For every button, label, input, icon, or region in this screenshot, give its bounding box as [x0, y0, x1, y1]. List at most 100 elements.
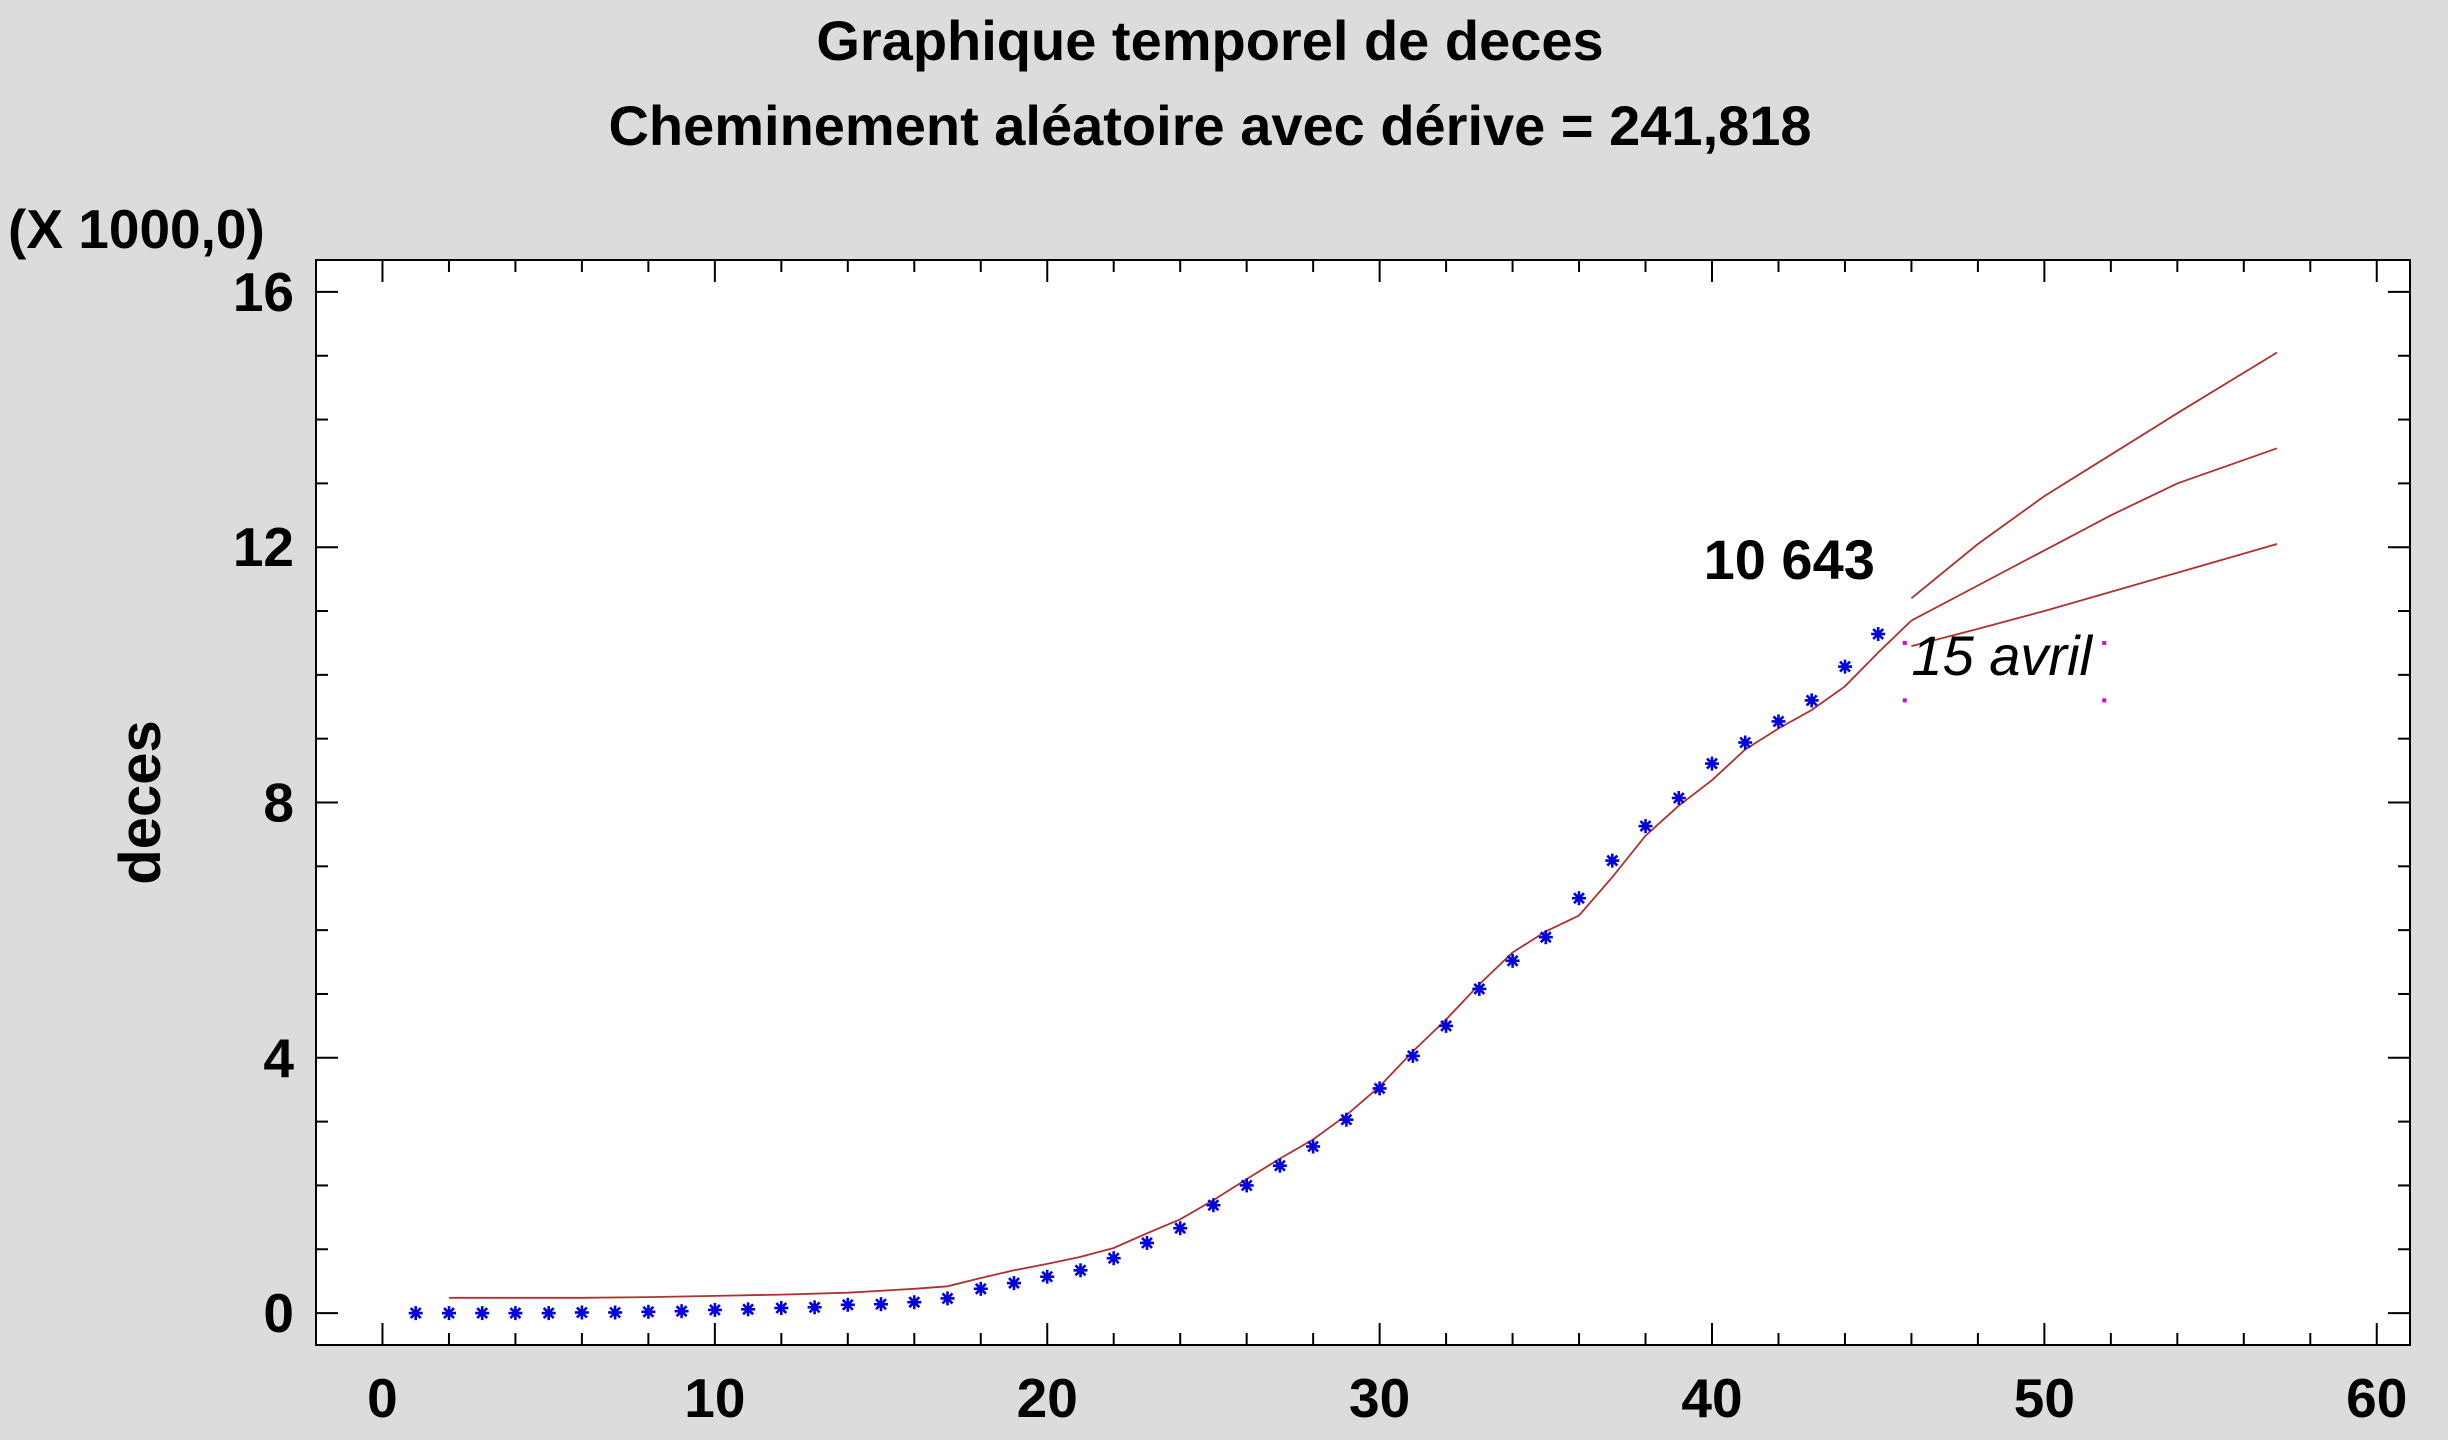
data-point — [1140, 1235, 1154, 1250]
data-point — [608, 1305, 623, 1320]
data-point — [1339, 1112, 1354, 1127]
data-point — [1505, 953, 1520, 968]
data-point — [1007, 1276, 1021, 1291]
x-tick-label: 60 — [2346, 1367, 2407, 1429]
data-point — [840, 1297, 855, 1312]
data-point-stroke — [708, 1303, 721, 1316]
data-point — [1804, 693, 1819, 708]
series-line-upper — [1910, 351, 2278, 599]
series-line-forecast — [1910, 447, 2278, 622]
data-point-stroke — [443, 1307, 455, 1320]
data-point — [973, 1281, 988, 1296]
data-point — [475, 1306, 490, 1321]
data-point — [1239, 1178, 1254, 1193]
data-point-stroke — [808, 1301, 821, 1314]
y-tick-label: 0 — [263, 1282, 294, 1344]
x-tick-label: 20 — [1017, 1367, 1078, 1429]
series-line-lower — [1911, 543, 2278, 647]
annotation-corner-marker — [1902, 640, 1907, 645]
data-point-stroke — [1839, 660, 1851, 673]
data-point — [1040, 1269, 1055, 1284]
data-point-stroke — [841, 1298, 854, 1311]
data-point-stroke — [1639, 820, 1652, 833]
data-point-stroke — [509, 1307, 522, 1320]
data-point — [1306, 1139, 1321, 1154]
data-point — [1705, 756, 1719, 771]
data-point — [641, 1304, 656, 1319]
plot-area — [315, 259, 2411, 1346]
data-point-stroke — [1107, 1252, 1120, 1265]
data-point-stroke — [1573, 892, 1585, 905]
data-point-stroke — [1373, 1082, 1386, 1095]
data-point-stroke — [742, 1303, 755, 1316]
data-point — [1838, 659, 1852, 674]
y-tick-label: 4 — [263, 1027, 294, 1089]
data-point — [1173, 1221, 1188, 1236]
data-point-stroke — [1406, 1049, 1419, 1062]
data-point — [907, 1295, 922, 1310]
data-point-stroke — [1805, 694, 1818, 707]
data-point-stroke — [1539, 931, 1552, 944]
data-point-stroke — [875, 1298, 887, 1311]
data-point-stroke — [974, 1282, 987, 1295]
data-point — [1638, 819, 1653, 834]
x-tick-label: 40 — [1681, 1367, 1742, 1429]
data-point-stroke — [941, 1292, 954, 1305]
data-point-stroke — [409, 1307, 422, 1320]
y-tick-label: 12 — [233, 516, 294, 578]
data-point — [1671, 791, 1686, 805]
y-tick-label: 8 — [263, 772, 294, 834]
data-point-stroke — [1672, 792, 1685, 804]
data-point — [1771, 714, 1786, 729]
data-point-stroke — [1440, 1019, 1453, 1032]
data-point-stroke — [609, 1306, 622, 1319]
data-point-stroke — [1739, 736, 1752, 749]
data-point-stroke — [1008, 1277, 1020, 1290]
data-point-stroke — [908, 1296, 921, 1309]
data-point — [1405, 1048, 1420, 1063]
annotation-date: 15 avril — [1911, 624, 2093, 687]
series-lines — [449, 351, 2278, 1299]
data-point — [1572, 891, 1586, 906]
data-point — [1605, 853, 1620, 868]
data-point — [442, 1306, 456, 1321]
data-point — [408, 1306, 423, 1321]
data-point — [1538, 930, 1553, 945]
data-point — [541, 1306, 556, 1321]
x-tick-label: 30 — [1349, 1367, 1410, 1429]
annotation-corner-marker — [1902, 698, 1907, 703]
data-point-stroke — [1340, 1113, 1353, 1126]
data-point-stroke — [1872, 628, 1885, 640]
data-point-stroke — [675, 1305, 688, 1318]
data-point — [1871, 627, 1886, 641]
data-point-stroke — [1074, 1264, 1087, 1277]
data-point-stroke — [642, 1305, 655, 1318]
data-point-stroke — [1207, 1199, 1220, 1212]
axis-ticks: 0 10 20 30 40 50 60 0 4 8 12 16 — [233, 260, 2410, 1429]
data-point — [707, 1302, 722, 1317]
series-points — [408, 627, 1886, 1321]
x-tick-label: 0 — [367, 1367, 398, 1429]
data-point-stroke — [1606, 854, 1619, 867]
annotation-last-value: 10 643 — [1704, 528, 1875, 591]
annotations: 10 643 15 avril — [1704, 528, 2107, 703]
data-point-stroke — [542, 1307, 555, 1320]
data-point-stroke — [1174, 1222, 1187, 1235]
chart-title: Graphique temporel de deces — [816, 9, 1603, 72]
data-point — [1372, 1081, 1387, 1096]
data-point — [1472, 981, 1487, 996]
data-point — [508, 1306, 523, 1321]
y-axis-multiplier: (X 1000,0) — [8, 198, 265, 260]
data-point — [1272, 1158, 1287, 1173]
x-tick-label: 50 — [2014, 1367, 2075, 1429]
data-point — [1439, 1018, 1454, 1033]
data-point-stroke — [1041, 1270, 1054, 1283]
data-point-stroke — [575, 1306, 588, 1319]
series-line-1 — [449, 619, 1913, 1299]
data-point-stroke — [1706, 757, 1718, 770]
x-tick-label: 10 — [684, 1367, 745, 1429]
data-point-stroke — [1273, 1159, 1286, 1172]
data-point — [874, 1297, 888, 1312]
